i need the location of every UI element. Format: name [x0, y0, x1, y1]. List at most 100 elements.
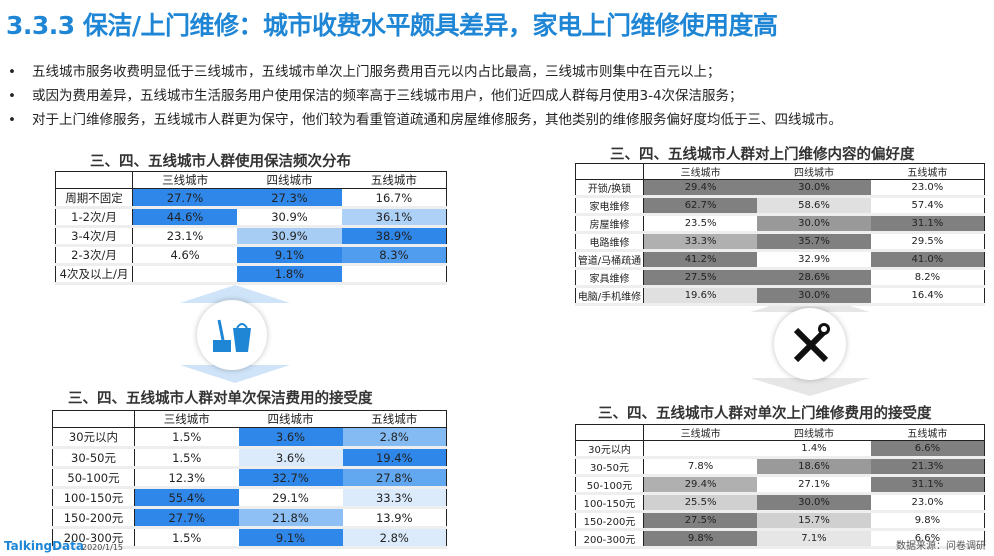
- bullet-item: • 五线城市服务收费明显低于三线城市，五线城市单次上门服务费用百元以内占比最高，三…: [8, 64, 721, 80]
- value-cell: 30.0%: [757, 214, 871, 234]
- row-label: 家电维修: [575, 196, 644, 216]
- table-row: 150-200元 27.7% 21.8% 13.9%: [52, 507, 447, 529]
- row-label: 电脑/手机维修: [575, 286, 644, 306]
- wrench-screwdriver-icon: [793, 323, 830, 363]
- repair-fee-table: 三线城市 四线城市 五线城市 30元以内 1.4% 6.6% 30-50元 7.8% 18.6%…: [575, 424, 985, 549]
- row-label: 200-300元: [52, 527, 135, 549]
- column-header: 五线城市: [341, 171, 447, 189]
- value-cell: 31.1%: [870, 214, 985, 234]
- row-label: 30元以内: [52, 427, 135, 449]
- value-cell: 19.4%: [342, 447, 447, 469]
- table-row: 100-150元 55.4% 29.1% 33.3%: [52, 487, 447, 509]
- value-cell: 6.6%: [870, 440, 985, 459]
- table-row: 家具维修 27.5% 28.6% 8.2%: [575, 268, 985, 288]
- repair-icon-circle: [774, 308, 846, 380]
- table-row: 3-4次/月 23.1% 30.9% 38.9%: [55, 226, 447, 247]
- table-title: 三、四、五线城市人群使用保洁频次分布: [90, 154, 351, 170]
- corner-cell: [575, 163, 644, 180]
- row-label: 管道/马桶疏通: [575, 250, 644, 270]
- row-label: 4次及以上/月: [55, 264, 133, 285]
- value-cell: 41.2%: [643, 250, 758, 270]
- column-header: 五线城市: [870, 424, 985, 441]
- row-label: 200-300元: [575, 529, 644, 549]
- value-cell: 23.5%: [643, 214, 758, 234]
- table-title: 三、四、五线城市人群对单次保洁费用的接受度: [68, 391, 373, 407]
- value-cell: 9.8%: [643, 529, 758, 549]
- table-row: 房屋维修 23.5% 30.0% 31.1%: [575, 214, 985, 234]
- row-label: 家具维修: [575, 268, 644, 288]
- table-row: 200-300元 9.8% 7.1% 6.6%: [575, 529, 985, 549]
- table-row: 周期不固定 27.7% 27.3% 16.7%: [55, 188, 447, 209]
- cleaning-fee-table: 三线城市 四线城市 五线城市 30元以内 1.5% 3.6% 2.8% 30-50元 1.5% 3…: [52, 410, 447, 549]
- value-cell: 32.7%: [238, 467, 343, 489]
- column-header: 四线城市: [757, 424, 871, 441]
- value-cell: 2.8%: [342, 427, 447, 449]
- corner-cell: [52, 410, 135, 428]
- header-row: 三线城市 四线城市 五线城市: [575, 424, 985, 441]
- table-row: 30-50元 1.5% 3.6% 19.4%: [52, 447, 447, 469]
- value-cell: 33.3%: [342, 487, 447, 509]
- value-cell: 62.7%: [643, 196, 758, 216]
- value-cell: 16.7%: [341, 188, 447, 209]
- row-label: 2-3次/月: [55, 245, 133, 266]
- data-source: 数据来源：问卷调研: [896, 541, 986, 552]
- value-cell: 25.5%: [643, 493, 758, 513]
- value-cell: 1.5%: [134, 427, 239, 449]
- table-title: 三、四、五线城市人群对单次上门维修费用的接受度: [598, 406, 932, 422]
- row-label: 50-100元: [52, 467, 135, 489]
- column-header: 三线城市: [132, 171, 238, 189]
- column-header: 四线城市: [237, 171, 342, 189]
- table-row: 100-150元 25.5% 30.0% 23.0%: [575, 493, 985, 513]
- value-cell: 1.5%: [134, 447, 239, 469]
- value-cell: [341, 264, 447, 285]
- value-cell: 29.4%: [643, 475, 758, 495]
- row-label: 30元以内: [575, 440, 644, 459]
- value-cell: 27.1%: [757, 475, 871, 495]
- value-cell: 30.9%: [237, 207, 342, 228]
- talkingdata-logo: TalkingData: [4, 539, 84, 553]
- table-row: 30-50元 7.8% 18.6% 21.3%: [575, 457, 985, 477]
- column-header: 四线城市: [757, 163, 871, 180]
- value-cell: 27.7%: [132, 188, 238, 209]
- value-cell: 16.4%: [870, 286, 985, 306]
- bullet-item: • 对于上门维修服务，五线城市人群更为保守，他们较为看重管道疏通和房屋维修服务，其…: [8, 112, 842, 128]
- header-row: 三线城市 四线城市 五线城市: [55, 171, 447, 189]
- value-cell: 9.1%: [238, 527, 343, 549]
- broom-bucket-icon: [213, 319, 251, 352]
- value-cell: 38.9%: [341, 226, 447, 247]
- value-cell: 12.3%: [134, 467, 239, 489]
- value-cell: 32.9%: [757, 250, 871, 270]
- row-label: 30-50元: [575, 457, 644, 477]
- row-label: 100-150元: [575, 493, 644, 513]
- table-row: 30元以内 1.4% 6.6%: [575, 440, 985, 459]
- value-cell: 15.7%: [757, 511, 871, 531]
- value-cell: 29.4%: [643, 179, 758, 198]
- row-label: 30-50元: [52, 447, 135, 469]
- value-cell: 8.2%: [870, 268, 985, 288]
- table-row: 2-3次/月 4.6% 9.1% 8.3%: [55, 245, 447, 266]
- cleaning-icon-circle: [197, 300, 267, 370]
- table-row: 家电维修 62.7% 58.6% 57.4%: [575, 196, 985, 216]
- table-title: 三、四、五线城市人群对上门维修内容的偏好度: [610, 147, 915, 163]
- column-header: 五线城市: [870, 163, 985, 180]
- header-row: 三线城市 四线城市 五线城市: [52, 410, 447, 428]
- value-cell: 27.3%: [237, 188, 342, 209]
- value-cell: 58.6%: [757, 196, 871, 216]
- bullet-list: • 五线城市服务收费明显低于三线城市，五线城市单次上门服务费用百元以内占比最高，三…: [6, 60, 842, 132]
- date: 2020/1/15: [82, 543, 124, 552]
- corner-cell: [575, 424, 644, 441]
- value-cell: 28.6%: [757, 268, 871, 288]
- value-cell: [132, 264, 238, 285]
- table-row: 开锁/换锁 29.4% 30.0% 23.0%: [575, 179, 985, 198]
- table-row: 50-100元 12.3% 32.7% 27.8%: [52, 467, 447, 489]
- value-cell: 30.0%: [757, 286, 871, 306]
- table-row: 管道/马桶疏通 41.2% 32.9% 41.0%: [575, 250, 985, 270]
- column-header: 四线城市: [238, 410, 343, 428]
- cleaning-frequency-table: 三线城市 四线城市 五线城市 周期不固定 27.7% 27.3% 16.7% 1-2次/月 44…: [55, 171, 447, 285]
- arrow-band-bottom-right: [750, 378, 870, 396]
- value-cell: 1.4%: [757, 440, 871, 459]
- column-header: 三线城市: [643, 163, 758, 180]
- value-cell: 27.5%: [643, 268, 758, 288]
- value-cell: 27.5%: [643, 511, 758, 531]
- table-row: 200-300元 1.5% 9.1% 2.8%: [52, 527, 447, 549]
